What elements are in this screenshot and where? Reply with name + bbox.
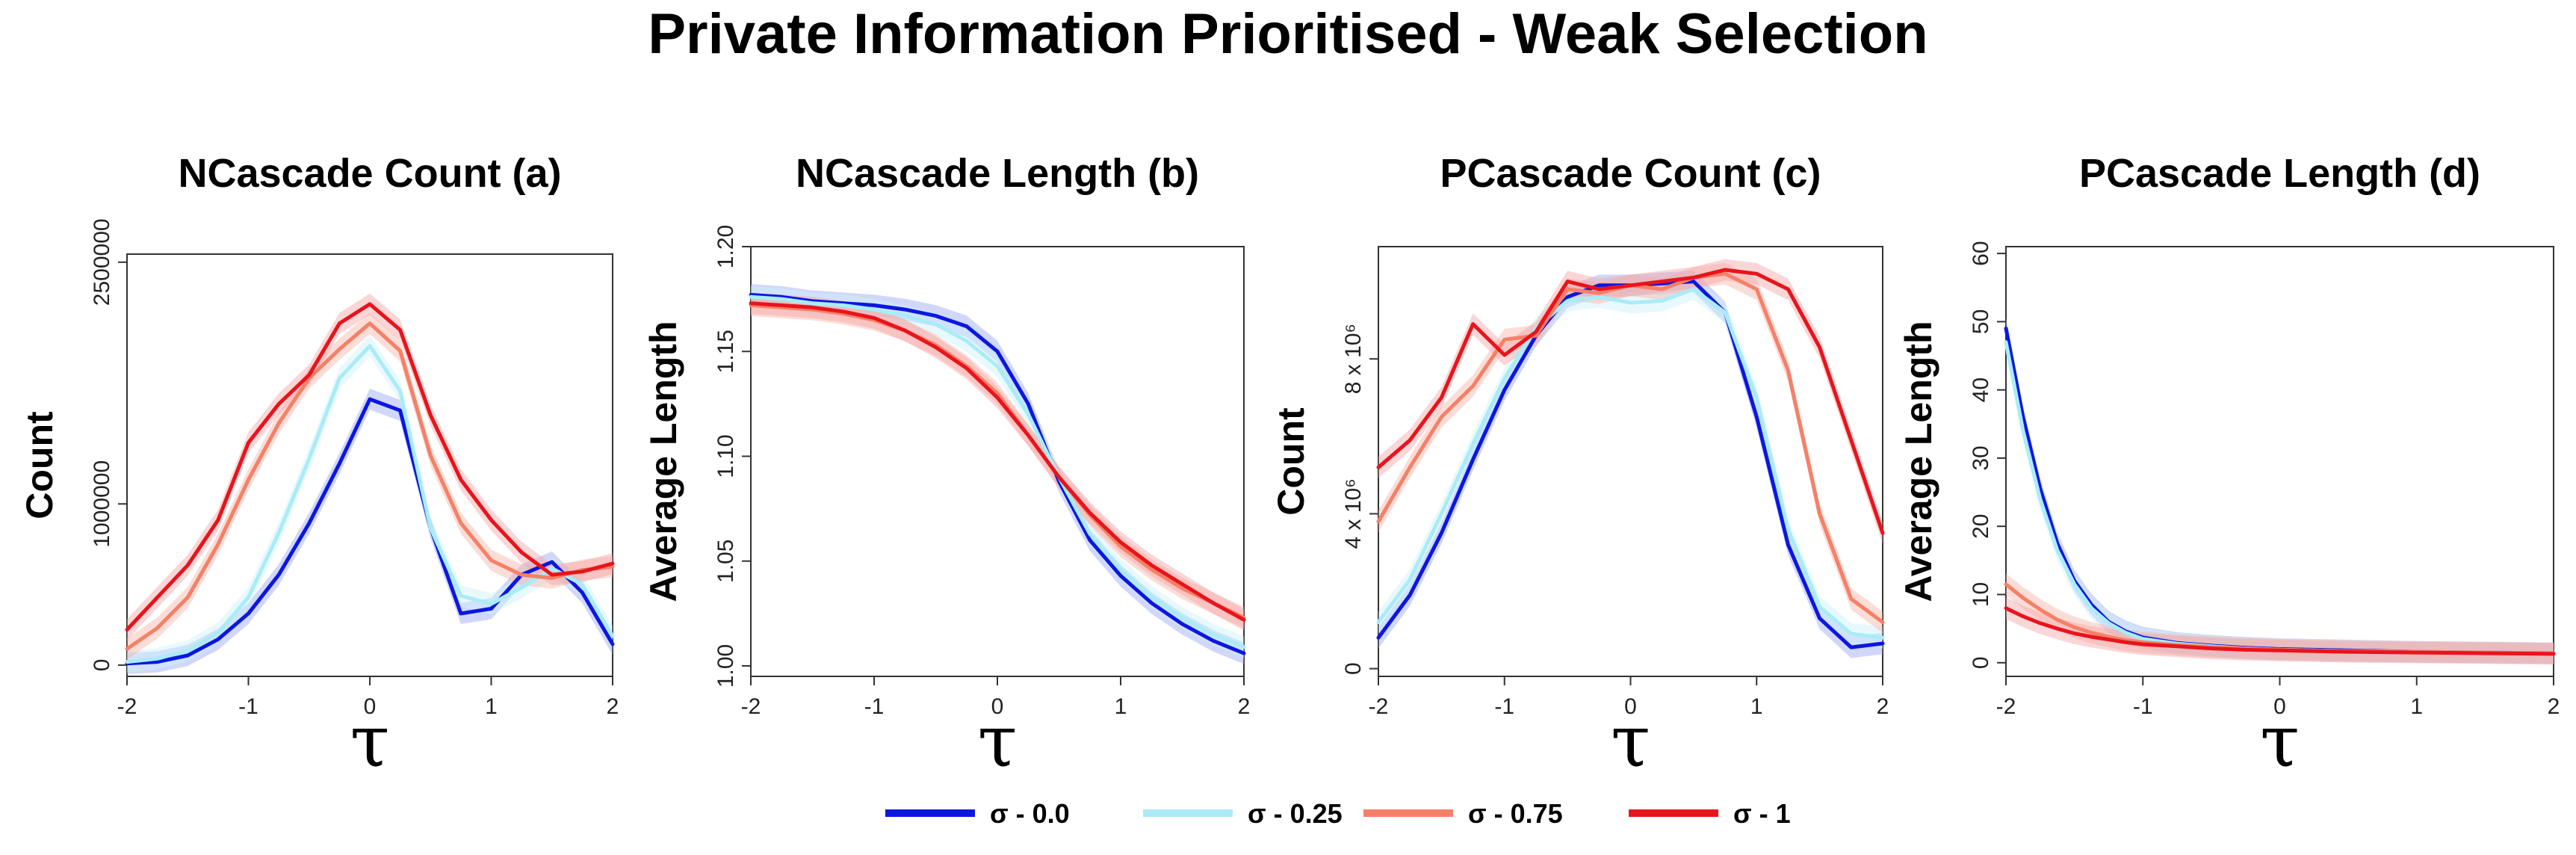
confidence-band [1378,278,1883,649]
x-tick-label: 0 [364,694,377,719]
x-tick-label: 1 [2410,694,2423,719]
confidence-band [2006,597,2554,665]
confidence-band [2006,331,2554,664]
y-tick-label: 50 [1969,309,1993,334]
y-tick-label: 1.15 [713,330,738,373]
legend-label: σ - 0.25 [1248,798,1343,829]
series-line [125,344,615,664]
series-line [2004,340,2556,655]
confidence-band [127,335,613,673]
panel-d: PCascade Length (d)-2 -1 0 1 20102030405060τ… [1898,151,2560,783]
y-axis-label: Count [19,411,61,519]
y-tick-label: 8 x 10⁶ [1341,324,1366,394]
x-tick-label: -1 [2133,694,2153,719]
x-tick-label: 2 [1238,694,1251,719]
x-tick-label: 1 [1750,694,1763,719]
main-title: Private Information Prioritised - Weak S… [648,2,1928,66]
panel-title: NCascade Count (a) [178,151,561,196]
legend-label: σ - 0.0 [990,798,1070,829]
y-tick-label: 1.20 [713,225,738,268]
confidence-band [127,312,613,660]
y-tick-label: 60 [1969,241,1993,265]
y-tick-label: 40 [1969,377,1993,402]
y-tick-label: 1.05 [713,540,738,583]
series-line [749,293,1246,655]
x-tick-label: 2 [2548,694,2560,719]
x-tick-label: -2 [741,694,761,719]
confidence-band [127,389,613,674]
x-tick-label: -1 [238,694,258,719]
x-tick-label: 2 [607,694,619,719]
panel-title: NCascade Length (b) [796,151,1199,196]
x-tick-label: -2 [1996,694,2016,719]
x-tick-label: -1 [864,694,885,719]
y-tick-label: 0 [1341,662,1366,675]
panel-a: NCascade Count (a) -2 -1 0 1 2 0 1000000 2500000… [19,151,619,783]
x-axis-label: τ [350,700,389,783]
y-tick-label: 1.00 [713,644,738,688]
x-axis-label: τ [2260,700,2300,783]
y-tick-label: 4 x 10⁶ [1341,478,1366,549]
series-line [125,302,615,632]
series-line [1376,287,1885,640]
x-tick-label: 1 [1115,694,1127,719]
series-line [749,301,1246,622]
y-tick-label: 30 [1969,445,1993,470]
series-line [2004,606,2556,656]
legend-label: σ - 1 [1733,798,1791,829]
x-tick-label: -1 [1494,694,1514,719]
y-tick-label: 0 [1969,656,1993,669]
x-tick-label: -2 [1369,694,1389,719]
y-tick-label: 1.10 [713,434,738,478]
panel-c: PCascade Count (c) -2 -1 0 1 2 0 4 x 10⁶ 8 x 10⁶… [1270,151,1889,783]
y-axis-label: Average Length [1898,321,1939,602]
x-tick-label: -2 [117,694,137,719]
y-tick-label: 2500000 [90,218,114,306]
x-tick-label: 2 [1877,694,1889,719]
series-line [1376,268,1885,535]
series-line [749,303,1246,620]
x-tick-label: 0 [1624,694,1637,719]
panel-b: NCascade Length (b) -2 -1 0 1 2 1.00 1.05 1.10 1.… [643,151,1250,783]
y-tick-label: 0 [90,659,114,672]
y-tick-label: 1000000 [90,460,114,548]
series-line [125,397,615,666]
x-axis-label: τ [1611,700,1650,783]
series-line [125,321,615,651]
x-tick-label: 1 [485,694,498,719]
y-axis-label: Count [1270,407,1312,516]
y-tick-label: 10 [1969,582,1993,607]
legend-label: σ - 0.75 [1468,798,1563,829]
confidence-band [751,285,1244,658]
panel-title: PCascade Length (d) [2079,151,2480,196]
y-axis-label: Average Length [643,321,684,602]
y-tick-label: 20 [1969,514,1993,539]
x-tick-label: 0 [2273,694,2286,719]
x-tick-label: 0 [991,694,1004,719]
panel-title: PCascade Count (c) [1440,151,1821,196]
series-line [749,294,1246,649]
x-axis-label: τ [977,700,1017,783]
legend: σ - 0.0 σ - 0.25 σ - 0.75 σ - 1 [885,798,1791,829]
